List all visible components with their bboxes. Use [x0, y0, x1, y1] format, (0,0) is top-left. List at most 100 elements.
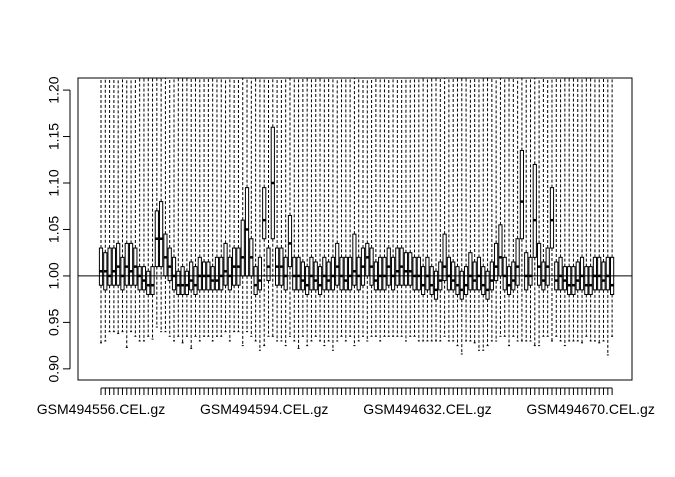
box: [485, 270, 490, 300]
y-tick-label: 0.90: [46, 355, 62, 382]
box: [403, 252, 409, 286]
box: [296, 256, 301, 291]
box: [567, 266, 572, 296]
box: [287, 215, 293, 268]
box: [343, 256, 348, 291]
box: [120, 256, 125, 291]
box: [584, 266, 589, 296]
box: [494, 242, 499, 282]
box: [390, 256, 396, 291]
box: [266, 247, 271, 282]
box: [506, 266, 512, 296]
box: [124, 242, 129, 286]
box: [335, 242, 340, 286]
box: [429, 266, 434, 296]
box: [455, 266, 460, 296]
box: [159, 201, 164, 268]
box: [524, 252, 529, 291]
box: [515, 238, 520, 286]
box: [459, 270, 464, 300]
box: [532, 163, 537, 258]
box: [219, 256, 224, 291]
box: [588, 266, 593, 296]
box: [167, 247, 172, 282]
y-tick-label: 0.95: [46, 309, 62, 336]
y-tick-label: 1.15: [46, 123, 62, 150]
box: [528, 256, 533, 286]
box: [502, 256, 507, 291]
box: [339, 256, 344, 291]
x-tick-label: GSM494670.CEL.gz: [526, 401, 654, 417]
box: [257, 256, 263, 291]
box: [116, 242, 121, 286]
box: [180, 266, 185, 296]
box: [111, 247, 116, 286]
box: [498, 224, 503, 277]
box: [240, 219, 245, 277]
box: [571, 266, 576, 296]
x-tick-label: GSM494556.CEL.gz: [37, 401, 165, 417]
box: [416, 256, 421, 291]
box: [476, 256, 482, 291]
box: [210, 266, 215, 291]
y-tick-label: 1.20: [46, 76, 62, 103]
box: [408, 252, 413, 286]
box: [382, 256, 387, 291]
box: [244, 187, 250, 277]
box: [253, 266, 258, 296]
y-tick-label: 1.10: [46, 169, 62, 196]
box: [107, 247, 112, 286]
box: [146, 270, 151, 296]
box: [412, 256, 417, 291]
box: [481, 266, 486, 296]
box: [305, 266, 310, 296]
box: [150, 266, 155, 296]
x-tick-label: GSM494594.CEL.gz: [200, 401, 328, 417]
box: [421, 266, 426, 296]
box: [558, 256, 563, 291]
box: [348, 256, 353, 291]
box: [536, 242, 542, 286]
plot-area: [78, 78, 632, 356]
box: [128, 242, 134, 286]
box: [330, 256, 336, 291]
box: [597, 256, 602, 291]
box: [141, 266, 147, 291]
box: [309, 256, 314, 291]
box: [562, 266, 567, 291]
box: [579, 256, 585, 291]
box: [605, 256, 610, 291]
box: [171, 256, 177, 291]
box: [322, 256, 327, 291]
plot-frame: [77, 77, 633, 381]
box: [227, 256, 232, 291]
box: [356, 256, 361, 291]
box: [283, 256, 288, 291]
box: [184, 270, 190, 296]
box: [292, 256, 297, 291]
box: [262, 187, 267, 240]
box: [352, 233, 357, 286]
box: [549, 187, 555, 249]
x-tick-label: GSM494632.CEL.gz: [363, 401, 491, 417]
box: [378, 256, 383, 291]
box: [197, 256, 202, 291]
box: [468, 252, 473, 291]
box: [317, 266, 323, 296]
box: [519, 149, 525, 240]
box: [433, 270, 439, 300]
box: [176, 270, 181, 296]
box: [395, 247, 400, 286]
y-tick-label: 1.05: [46, 216, 62, 243]
box: [592, 256, 598, 291]
box: [98, 247, 104, 286]
box: [137, 266, 142, 291]
box: [442, 233, 447, 282]
box: [163, 233, 168, 277]
y-tick-label: 1.00: [46, 262, 62, 289]
box: [446, 256, 451, 291]
box: [214, 256, 220, 291]
box: [425, 256, 430, 291]
